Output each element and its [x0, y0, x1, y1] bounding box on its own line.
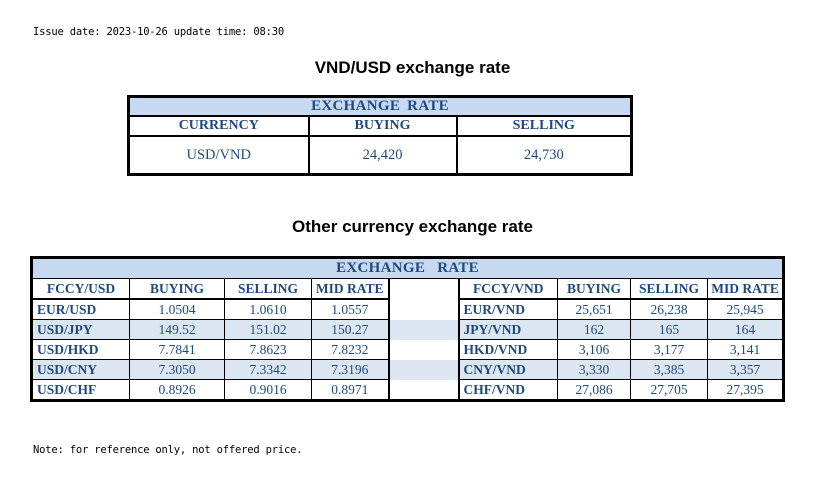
pair-cell: JPY/VND — [458, 319, 558, 340]
right-col-selling: SELLING — [630, 278, 708, 300]
usd-table-header-row: EXCHANGE RATE — [127, 95, 633, 117]
buying-cell: 162 — [557, 319, 631, 340]
midrate-cell: 25,945 — [706, 298, 785, 320]
midrate-cell: 150.27 — [311, 319, 389, 340]
left-col-fccy-usd: FCCY/USD — [31, 278, 130, 300]
selling-cell: 151.02 — [224, 319, 312, 340]
midrate-cell: 1.0557 — [311, 298, 389, 320]
midrate-cell: 3,357 — [706, 359, 785, 380]
rate-row-cny: USD/CNY 7.3050 7.3342 7.3196 CNY/VND 3,3… — [31, 359, 785, 380]
usd-table-column-header-row: CURRENCY BUYING SELLING — [127, 115, 633, 137]
left-col-buying: BUYING — [129, 278, 225, 300]
pair-cell: USD/CHF — [31, 379, 130, 401]
pair-cell: HKD/VND — [458, 339, 558, 360]
buying-cell: 1.0504 — [129, 298, 225, 320]
rate-row-hkd: USD/HKD 7.7841 7.8623 7.8232 HKD/VND 3,1… — [31, 339, 785, 360]
buying-cell: 7.3050 — [129, 359, 225, 380]
spacer-cell — [387, 359, 460, 380]
midrate-cell: 3,141 — [706, 339, 785, 360]
midrate-cell: 7.8232 — [311, 339, 389, 360]
selling-cell: 3,385 — [630, 359, 708, 380]
right-col-midrate: MID RATE — [706, 278, 785, 300]
pair-cell: USD/CNY — [31, 359, 130, 380]
other-table-header: EXCHANGE RATE — [30, 257, 785, 279]
usd-table-header: EXCHANGE RATE — [127, 95, 633, 117]
buying-cell: 24,420 — [307, 135, 458, 176]
rate-row-eur: EUR/USD 1.0504 1.0610 1.0557 EUR/VND 25,… — [31, 298, 785, 320]
pair-cell: USD/HKD — [31, 339, 130, 360]
right-col-buying: BUYING — [557, 278, 631, 300]
midrate-cell: 27,395 — [706, 379, 785, 401]
buying-cell: 149.52 — [129, 319, 225, 340]
usd-vnd-rate-row: USD/VND 24,420 24,730 — [127, 135, 633, 176]
spacer-cell — [387, 339, 460, 360]
usd-vnd-rate-table: EXCHANGE RATE CURRENCY BUYING SELLING US… — [127, 95, 634, 176]
usd-table-title: VND/USD exchange rate — [314, 58, 511, 77]
buying-cell: 27,086 — [557, 379, 631, 401]
pair-cell: EUR/USD — [31, 298, 130, 320]
selling-cell: 26,238 — [630, 298, 708, 320]
note-line: Note: for reference only, not offered pr… — [33, 444, 303, 456]
rate-row-chf: USD/CHF 0.8926 0.9016 0.8971 CHF/VND 27,… — [31, 379, 785, 401]
spacer-cell — [387, 319, 460, 340]
selling-cell: 0.9016 — [224, 379, 312, 401]
spacer-cell — [387, 278, 460, 299]
pair-cell: EUR/VND — [458, 298, 558, 320]
other-table-title: Other currency exchange rate — [292, 217, 533, 236]
other-currency-rate-table: EXCHANGE RATE FCCY/USD BUYING SELLING MI… — [30, 256, 786, 402]
other-table-header-row: EXCHANGE RATE — [30, 257, 785, 279]
midrate-cell: 164 — [706, 319, 785, 340]
rate-row-jpy: USD/JPY 149.52 151.02 150.27 JPY/VND 162… — [31, 319, 785, 340]
pair-cell: CHF/VND — [458, 379, 558, 401]
spacer-cell — [387, 299, 460, 320]
buying-cell: 7.7841 — [129, 339, 225, 360]
selling-cell: 1.0610 — [224, 298, 312, 320]
pair-cell: USD/VND — [127, 135, 310, 176]
selling-cell: 27,705 — [630, 379, 708, 401]
buying-cell: 3,330 — [557, 359, 631, 380]
buying-cell: 0.8926 — [129, 379, 225, 401]
pair-cell: USD/JPY — [31, 319, 130, 340]
left-col-selling: SELLING — [224, 278, 312, 300]
selling-cell: 7.3342 — [224, 359, 312, 380]
left-col-midrate: MID RATE — [311, 278, 389, 300]
right-col-fccy-vnd: FCCY/VND — [458, 278, 558, 300]
buying-cell: 3,106 — [557, 339, 631, 360]
midrate-cell: 0.8971 — [311, 379, 389, 401]
selling-cell: 3,177 — [630, 339, 708, 360]
usd-col-currency: CURRENCY — [127, 115, 310, 137]
selling-cell: 165 — [630, 319, 708, 340]
buying-cell: 25,651 — [557, 298, 631, 320]
midrate-cell: 7.3196 — [311, 359, 389, 380]
selling-cell: 24,730 — [455, 135, 633, 176]
issue-date-line: Issue date: 2023-10-26 update time: 08:3… — [33, 26, 284, 38]
usd-col-selling: SELLING — [455, 115, 633, 137]
usd-col-buying: BUYING — [307, 115, 458, 137]
selling-cell: 7.8623 — [224, 339, 312, 360]
pair-cell: CNY/VND — [458, 359, 558, 380]
other-table-column-header-row: FCCY/USD BUYING SELLING MID RATE FCCY/VN… — [31, 278, 785, 300]
spacer-cell — [387, 379, 460, 401]
